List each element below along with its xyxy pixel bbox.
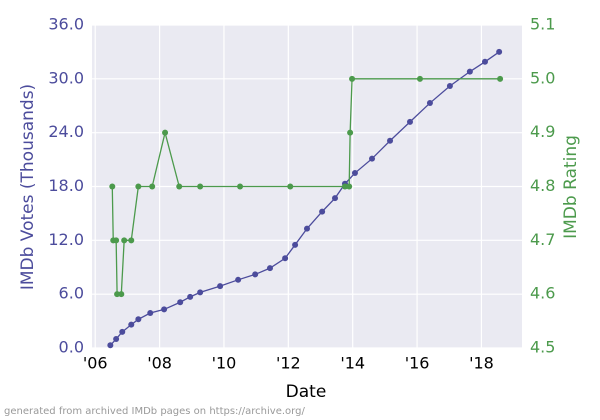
data-point: [266, 265, 273, 272]
data-point: [481, 58, 488, 65]
data-point: [416, 75, 423, 82]
y-tick-label: 24.0: [48, 122, 84, 141]
data-point: [177, 299, 184, 306]
data-point: [346, 183, 353, 190]
data-point: [287, 183, 294, 190]
data-point: [119, 328, 126, 335]
data-point: [113, 237, 120, 244]
y-tick-label: 36.0: [48, 15, 84, 34]
data-point: [349, 75, 356, 82]
x-tick-label: '12: [276, 354, 301, 373]
data-point: [135, 183, 142, 190]
x-tick-label: '06: [83, 354, 108, 373]
data-point: [252, 271, 259, 278]
data-point: [197, 183, 204, 190]
y2-tick-label: 4.5: [530, 338, 555, 357]
data-point: [319, 208, 326, 215]
data-point: [162, 129, 169, 136]
data-point: [292, 241, 299, 248]
y2-tick-label: 4.7: [530, 230, 555, 249]
data-point: [304, 225, 310, 232]
y2-tick-label: 4.8: [530, 176, 555, 195]
data-point: [109, 183, 116, 190]
data-point: [406, 118, 413, 125]
data-point: [497, 75, 504, 82]
x-tick-label: '10: [212, 354, 237, 373]
data-point: [217, 283, 224, 290]
data-point: [107, 342, 114, 349]
x-tick-label: '08: [147, 354, 172, 373]
data-point: [135, 316, 142, 323]
data-point: [282, 255, 289, 262]
data-point: [176, 183, 183, 190]
data-point: [149, 183, 156, 190]
y2-tick-label: 5.0: [530, 68, 555, 87]
y-tick-label: 0.0: [59, 338, 84, 357]
x-tick-label: '18: [469, 354, 494, 373]
y2-tick-label: 5.1: [530, 15, 555, 34]
footnote: generated from archived IMDb pages on ht…: [4, 406, 305, 417]
data-point: [114, 291, 121, 298]
y2-tick-label: 4.6: [530, 284, 555, 303]
x-tick-label: '14: [340, 354, 365, 373]
data-point: [118, 291, 125, 298]
data-point: [121, 237, 128, 244]
y2-axis-label: IMDb Rating: [561, 135, 581, 239]
data-point: [128, 321, 135, 328]
y-tick-label: 18.0: [48, 176, 84, 195]
data-point: [351, 170, 358, 177]
data-point: [128, 237, 135, 244]
data-point: [496, 48, 503, 55]
y-tick-label: 6.0: [59, 284, 84, 303]
data-point: [347, 129, 354, 136]
y-axis-label: IMDb Votes (Thousands): [18, 84, 38, 290]
data-point: [113, 336, 120, 343]
x-tick-label: '16: [405, 354, 430, 373]
data-point: [161, 306, 168, 313]
data-point: [332, 195, 339, 202]
y2-tick-label: 4.9: [530, 122, 555, 141]
data-point: [446, 83, 453, 90]
data-point: [187, 293, 194, 300]
y-tick-label: 30.0: [48, 68, 84, 87]
data-point: [466, 68, 473, 75]
data-point: [387, 137, 394, 144]
data-point: [197, 289, 204, 296]
data-point: [426, 100, 433, 107]
data-point: [235, 276, 242, 283]
data-point: [341, 183, 348, 190]
x-axis-label: Date: [286, 382, 327, 402]
data-point: [147, 310, 154, 317]
y-tick-label: 12.0: [48, 230, 84, 249]
data-point: [237, 183, 244, 190]
data-point: [369, 155, 376, 162]
